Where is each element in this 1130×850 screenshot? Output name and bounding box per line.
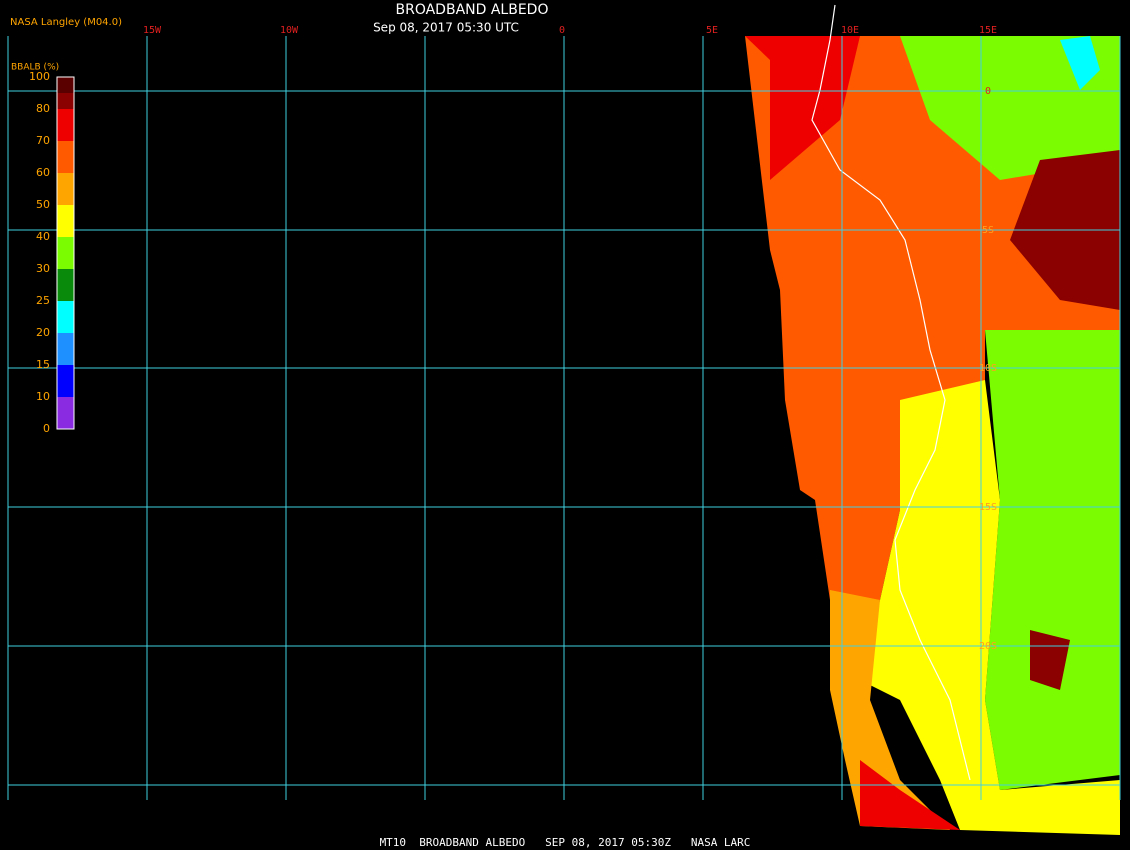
- color-swatch: [57, 365, 74, 397]
- color-swatch: [57, 141, 74, 173]
- legend-label: 0: [43, 422, 50, 435]
- longitude-label: 0: [559, 25, 565, 36]
- longitude-label: 15E: [979, 25, 997, 36]
- longitude-label: 5E: [706, 25, 718, 36]
- region: [900, 36, 1120, 180]
- legend-label: 15: [36, 358, 50, 371]
- source-label: NASA Langley (M04.0): [10, 17, 122, 28]
- color-swatch: [57, 397, 74, 429]
- legend-label: 10: [36, 390, 50, 403]
- legend-label: 30: [36, 262, 50, 275]
- legend-label: 25: [36, 294, 50, 307]
- latitude-label: 10S: [979, 363, 997, 374]
- color-swatch: [57, 173, 74, 205]
- legend-label: 40: [36, 230, 50, 243]
- title: BROADBAND ALBEDO: [396, 2, 549, 18]
- legend-label: 20: [36, 326, 50, 339]
- color-swatch: [57, 93, 74, 109]
- latitude-label: 5S: [982, 225, 994, 236]
- region: [985, 330, 1120, 790]
- region: [860, 760, 960, 830]
- region: [1030, 630, 1070, 690]
- legend-label: 100: [29, 70, 50, 83]
- longitude-label: 10W: [280, 25, 299, 36]
- latitude-label: 0: [985, 86, 991, 97]
- region: [860, 380, 1120, 835]
- latitude-label: 20S: [979, 641, 997, 652]
- color-swatch: [57, 77, 74, 93]
- subtitle: Sep 08, 2017 05:30 UTC: [373, 21, 519, 35]
- colorbar-frame: [56, 76, 75, 430]
- region: [745, 36, 860, 180]
- coastline: [811, 4, 971, 781]
- longitude-label: 15W: [143, 25, 162, 36]
- latitude-label: 15S: [979, 502, 997, 513]
- color-swatch: [57, 333, 74, 365]
- color-swatch: [57, 269, 74, 301]
- legend-title: BBALB (%): [11, 63, 59, 73]
- legend-label: 80: [36, 102, 50, 115]
- region: [770, 250, 985, 600]
- color-swatch: [57, 301, 74, 333]
- footer: MT10 BROADBAND ALBEDO SEP 08, 2017 05:30…: [380, 836, 751, 849]
- region: [1060, 36, 1100, 90]
- legend-label: 50: [36, 198, 50, 211]
- color-swatch: [57, 237, 74, 269]
- longitude-label: 10E: [841, 25, 859, 36]
- legend-label: 70: [36, 134, 50, 147]
- color-swatch: [57, 205, 74, 237]
- graticule: 15W 10W 0 5E 10E 15E 0 5S 10S 15S 20S: [7, 25, 1121, 800]
- albedo-image: [745, 36, 1120, 835]
- legend-label: 60: [36, 166, 50, 179]
- color-swatch: [57, 109, 74, 141]
